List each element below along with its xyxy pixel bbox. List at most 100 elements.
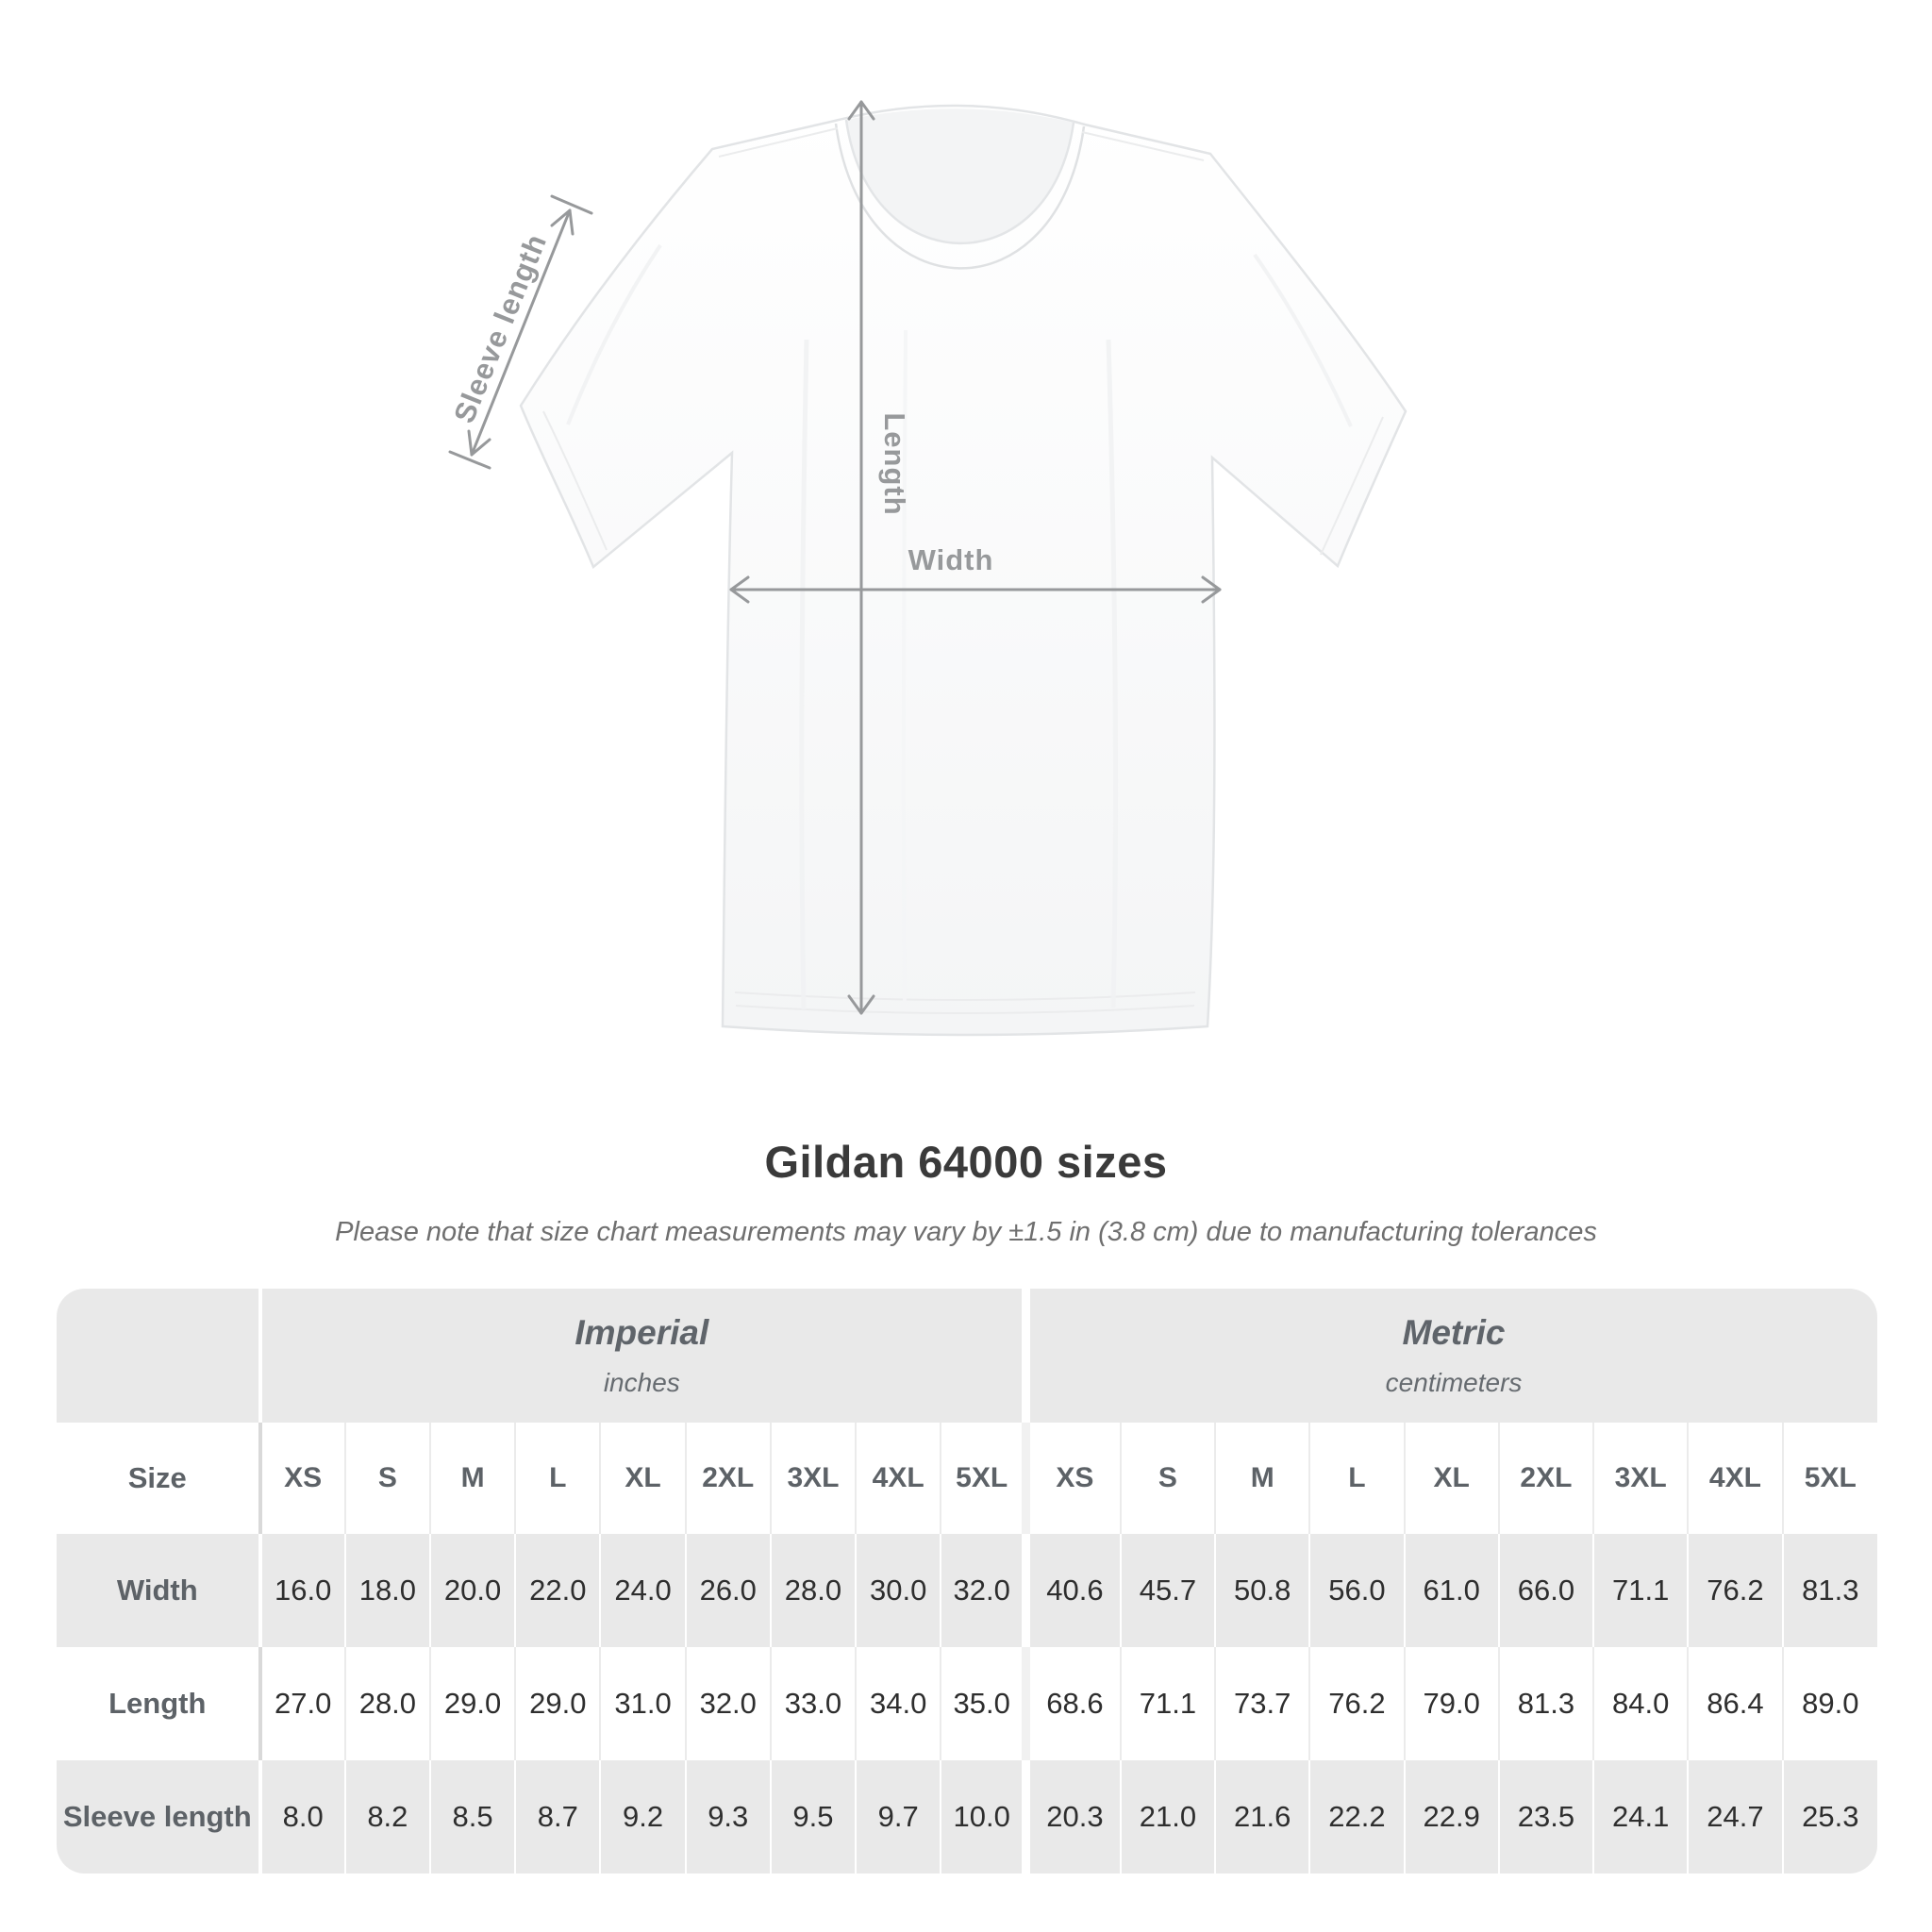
value-cell: 8.2 bbox=[343, 1760, 430, 1874]
value-cell: 28.0 bbox=[769, 1534, 857, 1647]
metric-label: Metric bbox=[1402, 1313, 1506, 1352]
size-col-header: L bbox=[514, 1423, 601, 1534]
row-label: Sleeve length bbox=[62, 1800, 252, 1833]
value-cell: 71.1 bbox=[1119, 1647, 1216, 1760]
size-table: Imperial inches Metric centimeters Size … bbox=[57, 1289, 1877, 1874]
value-cell: 23.5 bbox=[1497, 1760, 1594, 1874]
length-label: Length bbox=[878, 412, 911, 515]
group-header-spacer bbox=[57, 1289, 260, 1423]
value-cell: 86.4 bbox=[1687, 1647, 1783, 1760]
metric-group-header: Metric centimeters bbox=[1022, 1289, 1877, 1423]
value-cell: 40.6 bbox=[1022, 1534, 1121, 1647]
page-title: Gildan 64000 sizes bbox=[764, 1137, 1168, 1187]
length-arrow bbox=[847, 100, 875, 1015]
size-col-header: S bbox=[343, 1423, 430, 1534]
value-cell: 32.0 bbox=[940, 1534, 1026, 1647]
size-header-label: Size bbox=[57, 1423, 260, 1534]
value-cell: 81.3 bbox=[1781, 1534, 1877, 1647]
size-col-header: XS bbox=[1022, 1423, 1121, 1534]
value-cell: 18.0 bbox=[343, 1534, 430, 1647]
value-cell: 20.3 bbox=[1022, 1760, 1121, 1874]
sleeve-tick-bottom bbox=[448, 450, 491, 470]
size-col-header: XL bbox=[599, 1423, 686, 1534]
value-cell: 22.0 bbox=[514, 1534, 601, 1647]
size-col-header: 3XL bbox=[769, 1423, 857, 1534]
value-cell: 28.0 bbox=[343, 1647, 430, 1760]
tshirt-body bbox=[519, 104, 1407, 1037]
value-cell: 45.7 bbox=[1119, 1534, 1216, 1647]
sleeve-tick-top bbox=[550, 194, 593, 215]
value-cell: 29.0 bbox=[428, 1647, 516, 1760]
width-label: Width bbox=[908, 543, 994, 576]
width-row: Width 16.0 18.0 20.0 22.0 24.0 26.0 28.0… bbox=[57, 1534, 1877, 1647]
size-col-header: M bbox=[1214, 1423, 1310, 1534]
size-col-header: 2XL bbox=[1497, 1423, 1594, 1534]
size-col-header: XS bbox=[258, 1423, 345, 1534]
value-cell: 29.0 bbox=[514, 1647, 601, 1760]
value-cell: 68.6 bbox=[1022, 1647, 1121, 1760]
value-cell: 89.0 bbox=[1781, 1647, 1877, 1760]
value-cell: 26.0 bbox=[684, 1534, 771, 1647]
size-col-header: XL bbox=[1403, 1423, 1499, 1534]
value-cell: 56.0 bbox=[1308, 1534, 1405, 1647]
size-col-header: S bbox=[1119, 1423, 1216, 1534]
value-cell: 9.7 bbox=[855, 1760, 941, 1874]
value-cell: 20.0 bbox=[428, 1534, 516, 1647]
value-cell: 33.0 bbox=[769, 1647, 857, 1760]
value-cell: 61.0 bbox=[1403, 1534, 1499, 1647]
value-cell: 21.0 bbox=[1119, 1760, 1216, 1874]
value-cell: 71.1 bbox=[1592, 1534, 1689, 1647]
collar-inside bbox=[846, 108, 1074, 243]
value-cell: 35.0 bbox=[940, 1647, 1026, 1760]
length-row: Length 27.0 28.0 29.0 29.0 31.0 32.0 33.… bbox=[57, 1647, 1877, 1760]
value-cell: 79.0 bbox=[1403, 1647, 1499, 1760]
value-cell: 27.0 bbox=[258, 1647, 345, 1760]
value-cell: 21.6 bbox=[1214, 1760, 1310, 1874]
size-col-header: 5XL bbox=[1781, 1423, 1877, 1534]
size-col-header: 4XL bbox=[1687, 1423, 1783, 1534]
size-table-container: Imperial inches Metric centimeters Size … bbox=[57, 1289, 1877, 1874]
value-cell: 8.7 bbox=[514, 1760, 601, 1874]
value-cell: 8.5 bbox=[428, 1760, 516, 1874]
imperial-label: Imperial bbox=[575, 1313, 709, 1352]
value-cell: 24.7 bbox=[1687, 1760, 1783, 1874]
size-header-row: Size XS S M L XL 2XL 3XL 4XL 5XL XS S M … bbox=[57, 1423, 1877, 1534]
sleeve-length-arrow bbox=[448, 194, 593, 470]
value-cell: 32.0 bbox=[684, 1647, 771, 1760]
size-col-header: 4XL bbox=[855, 1423, 941, 1534]
stitch-lines bbox=[542, 127, 1384, 1014]
value-cell: 76.2 bbox=[1308, 1647, 1405, 1760]
value-cell: 22.9 bbox=[1403, 1760, 1499, 1874]
value-cell: 81.3 bbox=[1497, 1647, 1594, 1760]
value-cell: 34.0 bbox=[855, 1647, 941, 1760]
size-col-header: M bbox=[428, 1423, 516, 1534]
value-cell: 9.2 bbox=[599, 1760, 686, 1874]
value-cell: 84.0 bbox=[1592, 1647, 1689, 1760]
value-cell: 9.3 bbox=[684, 1760, 771, 1874]
row-label: Length bbox=[57, 1647, 260, 1760]
value-cell: 24.1 bbox=[1592, 1760, 1689, 1874]
tolerance-note: Please note that size chart measurements… bbox=[335, 1217, 1597, 1247]
collar-outer-seam bbox=[834, 123, 1086, 270]
value-cell: 73.7 bbox=[1214, 1647, 1310, 1760]
value-cell: 25.3 bbox=[1781, 1760, 1877, 1874]
value-cell: 16.0 bbox=[258, 1534, 345, 1647]
tshirt-image bbox=[519, 104, 1407, 1037]
value-cell: 76.2 bbox=[1687, 1534, 1783, 1647]
collar-inner-seam bbox=[844, 119, 1075, 245]
width-arrow bbox=[729, 575, 1222, 604]
row-label: Width bbox=[116, 1574, 198, 1607]
value-cell: 50.8 bbox=[1214, 1534, 1310, 1647]
value-cell: 31.0 bbox=[599, 1647, 686, 1760]
size-col-header: 3XL bbox=[1592, 1423, 1689, 1534]
value-cell: 30.0 bbox=[855, 1534, 941, 1647]
imperial-group-header: Imperial inches bbox=[258, 1289, 1026, 1423]
value-cell: 22.2 bbox=[1308, 1760, 1405, 1874]
size-col-header: L bbox=[1308, 1423, 1405, 1534]
value-cell: 66.0 bbox=[1497, 1534, 1594, 1647]
metric-unit: centimeters bbox=[1385, 1368, 1523, 1397]
size-col-header: 5XL bbox=[940, 1423, 1026, 1534]
value-cell: 8.0 bbox=[258, 1760, 345, 1874]
value-cell: 10.0 bbox=[940, 1760, 1026, 1874]
